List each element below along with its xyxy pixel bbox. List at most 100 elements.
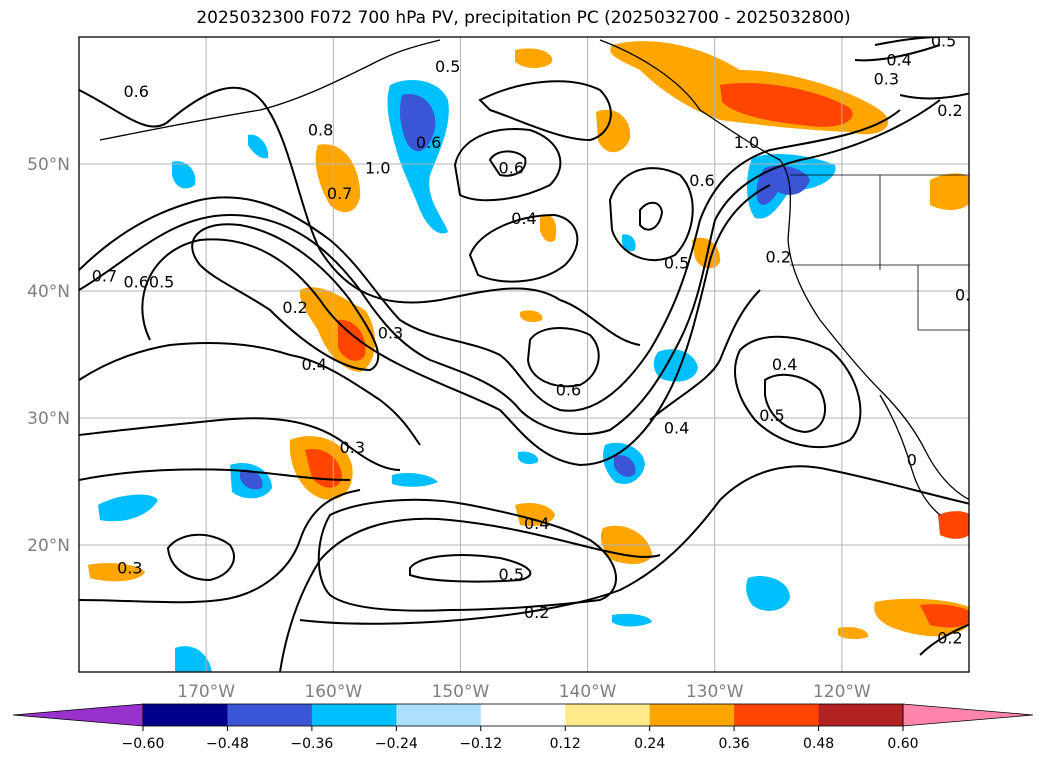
contour-labels: 0.60.7 0.6 0.50.20.30.40.81.00.70.60.50.60…: [92, 37, 970, 647]
contour-label: 0.5: [499, 565, 524, 584]
precip-negative-core: [240, 469, 263, 490]
precip-negative-region: [622, 234, 636, 252]
pv-contour: [279, 517, 661, 672]
colorbar-tick-label: −0.60: [122, 736, 165, 752]
pv-contour-closed: [191, 223, 380, 372]
pv-contour: [141, 184, 771, 467]
pv-contour: [79, 489, 361, 604]
contour-label: 0.6: [556, 381, 581, 400]
colorbar-tick-label: 0.48: [803, 736, 834, 752]
precip-negative-core: [400, 94, 436, 152]
contour-label: 0.5: [149, 273, 174, 292]
precip-positive-region: [520, 310, 543, 323]
contour-label: 0.5: [759, 406, 784, 425]
pv-contours: [79, 37, 969, 672]
contour-label: 0.: [955, 285, 970, 304]
colorbar-bin: [143, 704, 228, 726]
chart-title: 2025032300 F072 700 hPa PV, precipitatio…: [196, 8, 851, 28]
pv-contour: [79, 86, 641, 346]
coastline-north-america: [599, 39, 969, 501]
contour-label: 0.4: [511, 209, 536, 228]
coastline-alaska: [99, 39, 441, 141]
contour-label: 0.2: [524, 603, 549, 622]
pv-contour: [919, 623, 969, 656]
pv-contour-closed: [409, 554, 532, 583]
contour-label: 0.4: [886, 50, 911, 69]
contour-label: 0.6: [123, 273, 148, 292]
colorbar-tick-label: 0.12: [550, 736, 581, 752]
pv-contour-closed: [468, 213, 579, 283]
contour-label: 0.7: [327, 184, 352, 203]
pv-contour: [79, 417, 401, 471]
contour-label: 0.2: [282, 298, 307, 317]
colorbar-bin: [480, 704, 566, 726]
precip-negative-region: [172, 161, 196, 189]
contour-label: 0.5: [664, 254, 689, 273]
contour-label: 0.2: [937, 628, 962, 647]
contour-label: 1.0: [734, 133, 759, 152]
contour-label: 0.2: [937, 101, 962, 120]
precip-negative-core: [756, 165, 810, 205]
precip-positive-region: [540, 214, 557, 242]
pv-contour: [899, 92, 969, 100]
colorbar-extend-max: [902, 703, 1034, 727]
contour-label: 0.3: [340, 438, 365, 457]
pv-contour-closed: [526, 327, 600, 388]
contour-label: 0.3: [378, 323, 403, 342]
pv-contour-closed: [453, 128, 562, 202]
precip-positive-region: [930, 173, 969, 210]
colorbar-bin: [227, 704, 313, 726]
pv-contour-closed: [764, 373, 826, 434]
contour-label: 0.6: [123, 82, 148, 101]
contour-label: 0.8: [308, 120, 333, 139]
colorbar-bin: [396, 704, 482, 726]
precip-positive-region: [838, 627, 869, 640]
precip-negative-region: [248, 134, 269, 159]
contour-label: 0.3: [117, 558, 142, 577]
longitude-tick-label: 150°W: [432, 682, 490, 702]
pv-contour-closed: [608, 167, 694, 262]
precip-positive-core: [338, 319, 366, 361]
longitude-tick-labels: 170°W 160°W 150°W 140°W 130°W 120°W: [177, 682, 871, 702]
colorbar-tick-label: 0.36: [719, 736, 750, 752]
precip-positive-region: [315, 144, 361, 213]
colorbar: [12, 703, 1034, 727]
graticule: [79, 37, 969, 672]
pv-contour-closed: [166, 533, 235, 582]
precip-positive-region: [88, 562, 145, 582]
longitude-tick-label: 120°W: [813, 682, 871, 702]
pv-contour: [79, 99, 941, 435]
precip-positive-region: [938, 511, 969, 539]
coastline-baja: [879, 394, 941, 516]
latitude-tick-label: 20°N: [27, 536, 70, 556]
pv-contour: [79, 342, 421, 446]
pv-contour-closed: [734, 335, 862, 448]
colorbar-tick-label: −0.24: [375, 736, 418, 752]
pv-contour-closed: [639, 201, 664, 231]
pv-contour-closed: [317, 498, 617, 612]
us-border: [790, 174, 969, 331]
contour-label: 0: [907, 450, 917, 469]
colorbar-tick-label: 0.60: [887, 736, 918, 752]
latitude-tick-label: 40°N: [27, 282, 70, 302]
pv-contour: [854, 44, 941, 62]
colorbar-tick-label: −0.36: [290, 736, 333, 752]
longitude-tick-label: 140°W: [559, 682, 617, 702]
contour-label: 0.3: [874, 69, 899, 88]
colorbar-bin: [311, 704, 397, 726]
precip-positive-core: [920, 604, 969, 628]
longitude-tick-label: 160°W: [304, 682, 362, 702]
precip-negative-region: [653, 349, 698, 382]
longitude-tick-label: 130°W: [686, 682, 744, 702]
contour-label: 0.7: [92, 266, 117, 285]
coastlines: [99, 39, 969, 516]
precip-positive-core: [720, 82, 853, 127]
contour-label: 0.4: [772, 355, 797, 374]
colorbar-bin: [649, 704, 735, 726]
latitude-tick-label: 30°N: [27, 409, 70, 429]
colorbar-bin: [565, 704, 651, 726]
colorbar-frame: [142, 703, 904, 727]
pv-contour-closed: [488, 150, 527, 177]
contour-label: 0.5: [435, 57, 460, 76]
